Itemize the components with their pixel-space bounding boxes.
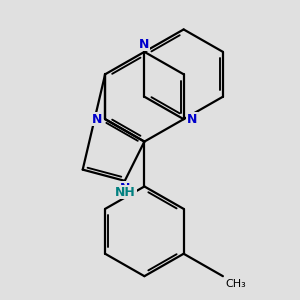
Text: N: N bbox=[139, 38, 150, 51]
Text: N: N bbox=[92, 113, 102, 126]
Text: CH₃: CH₃ bbox=[226, 279, 247, 289]
Text: N: N bbox=[120, 182, 130, 195]
Text: N: N bbox=[187, 113, 197, 126]
Text: NH: NH bbox=[115, 186, 136, 199]
